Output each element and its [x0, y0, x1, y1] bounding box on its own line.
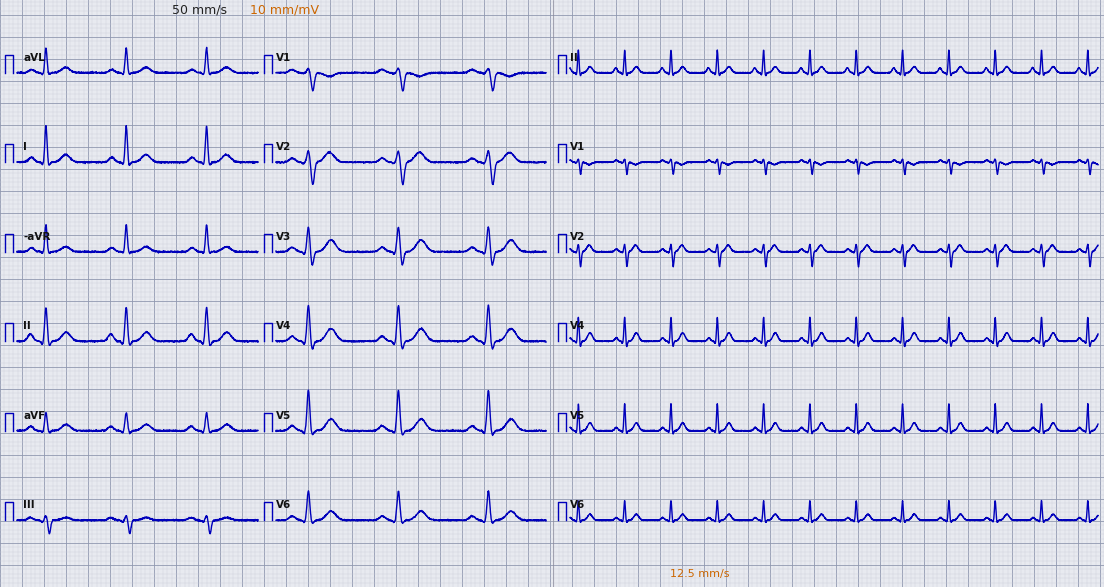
Text: V5: V5: [570, 411, 585, 421]
Text: III: III: [23, 500, 34, 510]
Text: V3: V3: [276, 232, 291, 242]
Text: 10 mm/mV: 10 mm/mV: [251, 4, 319, 16]
Text: V2: V2: [570, 232, 585, 242]
Text: 12.5 mm/s: 12.5 mm/s: [670, 569, 730, 579]
Text: V6: V6: [570, 500, 585, 510]
Text: aVF: aVF: [23, 411, 45, 421]
Text: II: II: [23, 321, 31, 331]
Text: V2: V2: [276, 142, 291, 152]
Text: II: II: [570, 53, 577, 63]
Text: V4: V4: [570, 321, 585, 331]
Text: -aVR: -aVR: [23, 232, 51, 242]
Text: V5: V5: [276, 411, 291, 421]
Text: 50 mm/s: 50 mm/s: [172, 4, 227, 16]
Text: I: I: [23, 142, 26, 152]
Text: V6: V6: [276, 500, 291, 510]
Text: V4: V4: [276, 321, 291, 331]
Text: V1: V1: [570, 142, 585, 152]
Text: aVL: aVL: [23, 53, 45, 63]
Text: V1: V1: [276, 53, 291, 63]
